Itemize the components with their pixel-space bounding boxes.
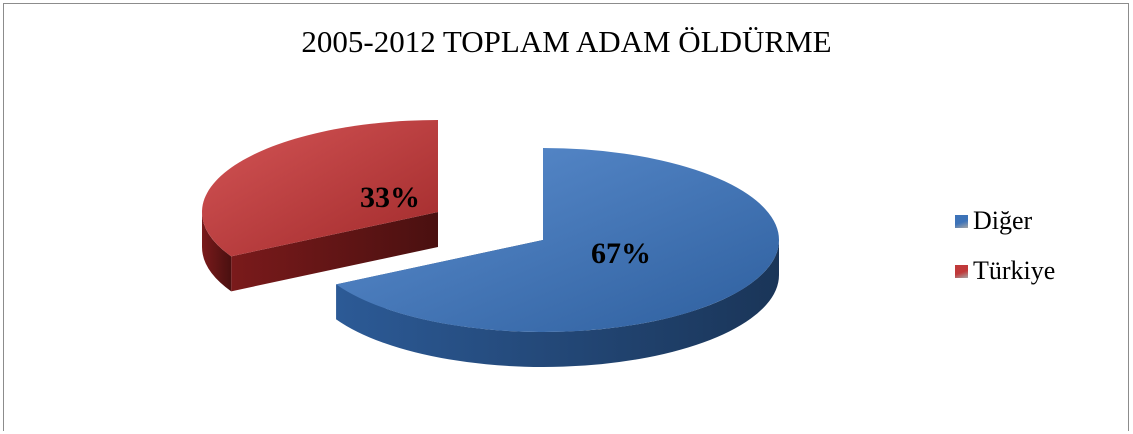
chart-title: 2005-2012 TOPLAM ADAM ÖLDÜRME bbox=[301, 24, 832, 59]
data-label-diger: 67% bbox=[591, 237, 651, 270]
slice-diger bbox=[336, 148, 779, 368]
legend-item: Diğer bbox=[955, 206, 1055, 236]
legend-swatch bbox=[955, 264, 968, 278]
legend: Diğer Türkiye bbox=[955, 206, 1055, 306]
data-label-turkiye: 33% bbox=[360, 181, 420, 214]
legend-label: Türkiye bbox=[973, 256, 1056, 285]
legend-swatch bbox=[955, 214, 968, 228]
legend-label: Diğer bbox=[973, 206, 1033, 235]
slice-turkiye bbox=[201, 120, 438, 292]
legend-item: Türkiye bbox=[955, 256, 1055, 286]
